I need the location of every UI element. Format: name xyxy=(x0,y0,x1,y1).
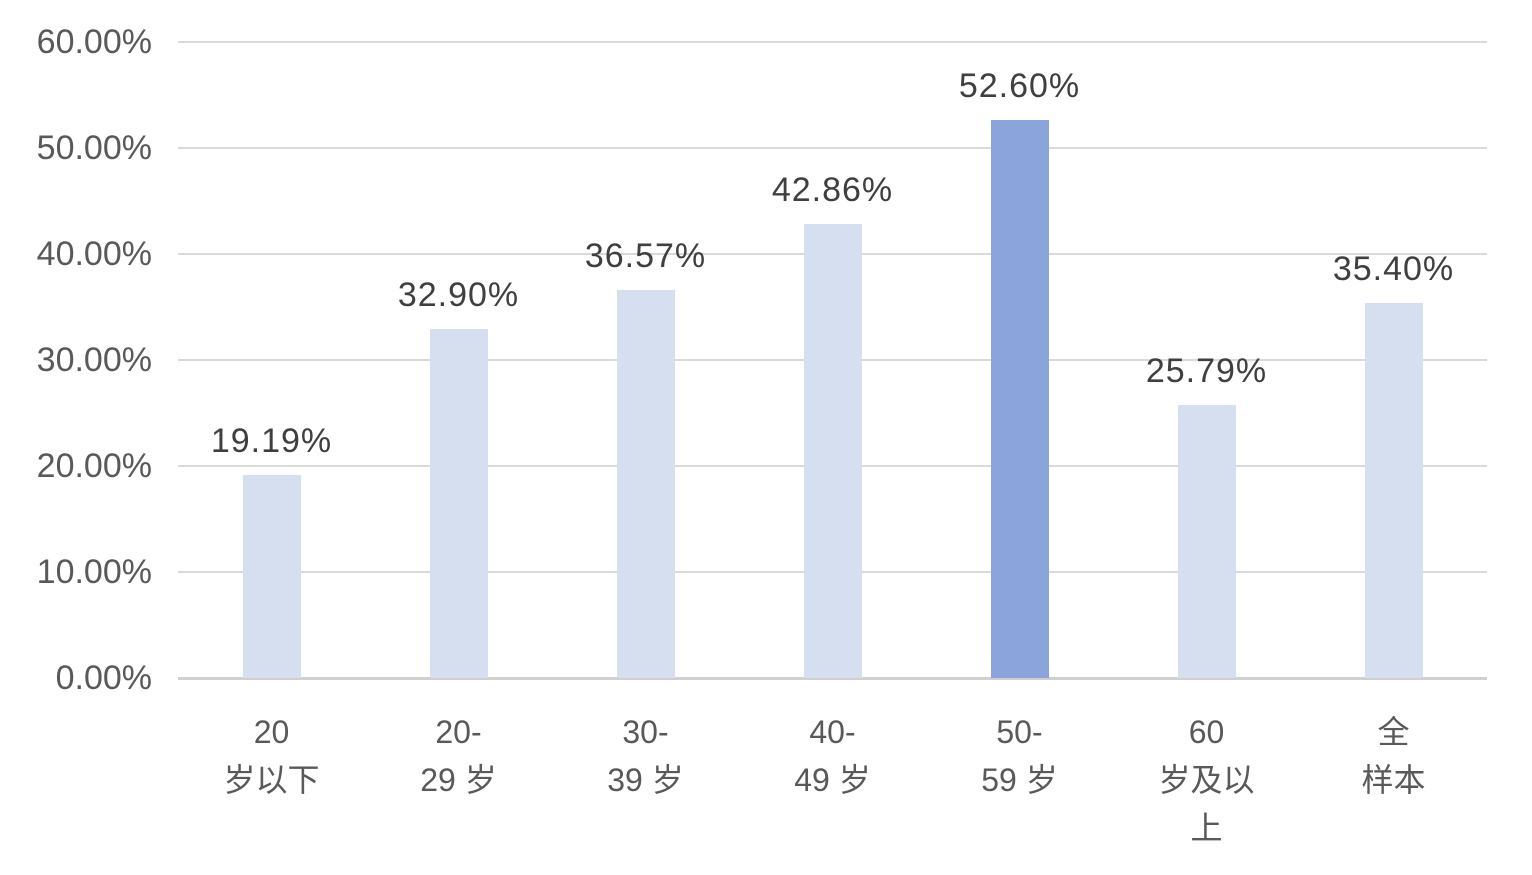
x-axis-label-line: 30- xyxy=(622,714,669,750)
x-axis-label-line: 岁以下 xyxy=(223,762,320,798)
y-axis-tick-label: 60.00% xyxy=(36,23,152,61)
x-axis-label-line: 59 岁 xyxy=(981,762,1058,798)
y-axis-tick-label: 30.00% xyxy=(36,341,152,379)
x-axis-label-line: 50- xyxy=(996,714,1043,750)
gridline-50 xyxy=(178,147,1487,149)
x-axis-category-label: 全样本 xyxy=(1300,708,1487,804)
x-axis-category-label: 40- 49 岁 xyxy=(739,708,926,804)
x-axis-category-label: 60 岁及以上 xyxy=(1113,708,1300,852)
x-axis-category-label: 30- 39 岁 xyxy=(552,708,739,804)
data-label: 52.60% xyxy=(958,67,1081,106)
plot-area: 19.19% 32.90% 36.57% 42.86% 52.60% 25.79% 35.4… xyxy=(178,41,1487,680)
bar-50-59岁 xyxy=(990,120,1049,678)
data-label: 32.90% xyxy=(397,276,520,315)
data-label: 19.19% xyxy=(210,421,333,460)
x-axis-label-line: 20- xyxy=(435,714,482,750)
x-axis-label-line: 样本 xyxy=(1361,762,1426,798)
y-axis-tick-label: 0.00% xyxy=(55,659,152,697)
gridline-60 xyxy=(178,41,1487,43)
x-axis-category-label: 20- 29 岁 xyxy=(365,708,552,804)
x-axis-line xyxy=(178,677,1487,680)
y-axis-tick-label: 20.00% xyxy=(36,447,152,485)
data-label: 36.57% xyxy=(584,237,707,276)
bar-60岁及以上 xyxy=(1177,404,1236,678)
x-axis-label-line: 20 xyxy=(253,714,290,750)
data-label: 25.79% xyxy=(1145,351,1268,390)
x-axis-label-line: 29 岁 xyxy=(420,762,497,798)
data-label: 42.86% xyxy=(771,170,894,209)
x-axis-label-line: 60 xyxy=(1188,714,1225,750)
x-axis-category-label: 50- 59 岁 xyxy=(926,708,1113,804)
bar-20-29岁 xyxy=(429,329,488,678)
y-axis-tick-label: 10.00% xyxy=(36,553,152,591)
y-axis-tick-label: 50.00% xyxy=(36,129,152,167)
bar-全样本 xyxy=(1364,302,1423,678)
x-axis-label-line: 40- xyxy=(809,714,856,750)
bar-30-39岁 xyxy=(616,290,675,678)
x-axis-label-line: 全 xyxy=(1377,714,1410,750)
bar-20岁以下 xyxy=(242,474,301,678)
x-axis-label-line: 49 岁 xyxy=(794,762,871,798)
x-axis-label-line: 岁及以 xyxy=(1158,762,1255,798)
data-label: 35.40% xyxy=(1332,249,1455,288)
y-axis-tick-label: 40.00% xyxy=(36,235,152,273)
x-axis-label-line: 39 岁 xyxy=(607,762,684,798)
x-axis-label-line: 上 xyxy=(1190,810,1223,846)
bar-40-49岁 xyxy=(803,223,862,678)
x-axis-category-label: 20 岁以下 xyxy=(178,708,365,804)
